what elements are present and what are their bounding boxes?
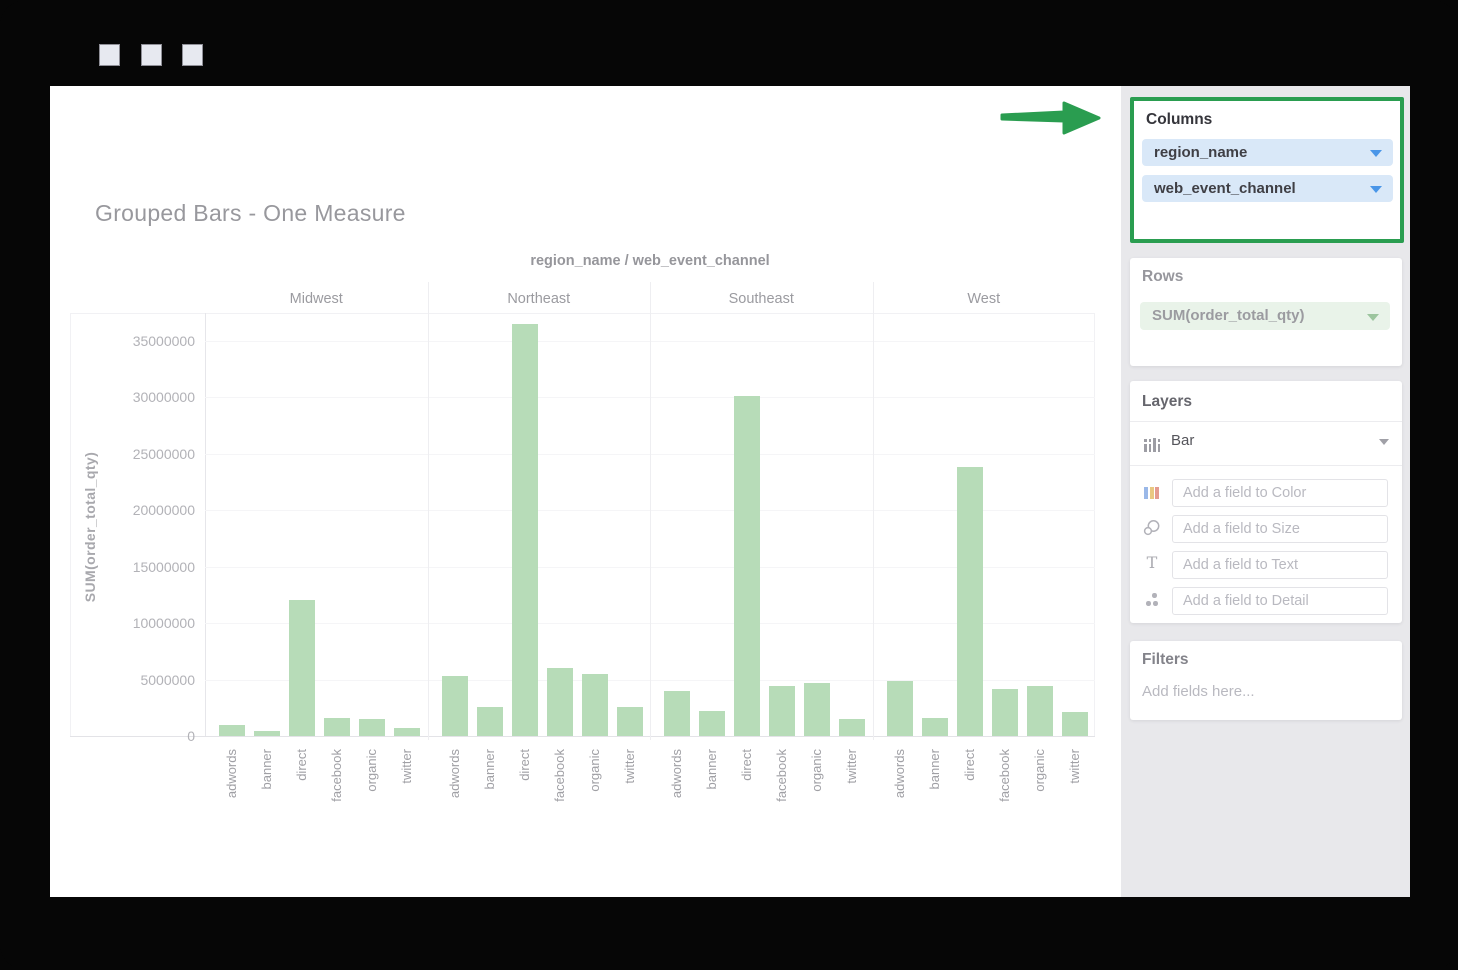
bar[interactable] — [1026, 686, 1053, 736]
add-field-to-text-input[interactable] — [1172, 551, 1388, 579]
facet-header: region_name / web_event_channel — [530, 253, 770, 269]
window-control-square-2[interactable] — [141, 44, 162, 66]
chevron-down-icon[interactable] — [1379, 439, 1389, 445]
bar[interactable] — [359, 719, 385, 736]
column-field-region-name[interactable]: region_name — [1142, 139, 1393, 166]
bar[interactable] — [546, 668, 573, 736]
bar[interactable] — [324, 717, 350, 736]
bar[interactable] — [1061, 712, 1088, 736]
bar[interactable] — [476, 706, 503, 736]
text-icon: T — [1146, 553, 1158, 572]
layer-type-label: Bar — [1171, 432, 1195, 449]
add-field-to-color-input[interactable] — [1172, 479, 1388, 507]
layer-type-row[interactable]: Bar — [1130, 422, 1402, 464]
bar[interactable] — [664, 690, 690, 736]
bar[interactable] — [699, 711, 725, 736]
field-pill-label: region_name — [1154, 144, 1248, 161]
filters-drop-hint[interactable]: Add fields here... — [1142, 683, 1255, 700]
chart-title: Grouped Bars - One Measure — [95, 200, 406, 226]
chevron-down-icon[interactable] — [1367, 314, 1379, 321]
rows-panel: Rows SUM(order_total_qty) — [1130, 258, 1402, 366]
bar[interactable] — [769, 686, 795, 736]
bar[interactable] — [219, 724, 245, 736]
bar[interactable] — [956, 467, 983, 736]
bar[interactable] — [616, 706, 643, 736]
divider — [1130, 465, 1402, 466]
columns-panel-title: Columns — [1146, 111, 1213, 128]
row-field-sum-order-total-qty[interactable]: SUM(order_total_qty) — [1140, 302, 1390, 330]
chevron-down-icon[interactable] — [1370, 186, 1382, 193]
x-axis-line — [70, 736, 1095, 737]
bar[interactable] — [581, 673, 608, 736]
bar[interactable] — [394, 728, 420, 736]
column-field-web-event-channel[interactable]: web_event_channel — [1142, 175, 1393, 202]
columns-panel: Columns region_name web_event_channel — [1130, 97, 1404, 243]
window-control-square-1[interactable] — [99, 44, 120, 66]
y-axis-title: SUM(order_total_qty) — [82, 451, 98, 603]
divider — [1130, 421, 1402, 422]
layers-panel: Layers Bar T — [1130, 381, 1402, 623]
color-bars-icon — [1143, 483, 1161, 501]
bar[interactable] — [804, 682, 830, 736]
bar[interactable] — [839, 719, 865, 736]
bar[interactable] — [289, 600, 315, 736]
detail-dots-icon — [1143, 591, 1161, 609]
add-field-to-detail-input[interactable] — [1172, 587, 1388, 615]
bar-chart-icon — [1143, 435, 1161, 453]
field-pill-label: SUM(order_total_qty) — [1152, 307, 1305, 324]
window-control-square-3[interactable] — [182, 44, 203, 66]
bar[interactable] — [921, 717, 948, 736]
size-circles-icon — [1143, 519, 1161, 537]
field-pill-label: web_event_channel — [1154, 180, 1296, 197]
bar[interactable] — [991, 688, 1018, 736]
filters-panel: Filters Add fields here... — [1130, 641, 1402, 720]
bar[interactable] — [734, 395, 760, 736]
add-field-to-size-input[interactable] — [1172, 515, 1388, 543]
annotation-arrow-icon — [1000, 101, 1101, 135]
rows-panel-title: Rows — [1142, 268, 1184, 285]
bar[interactable] — [886, 680, 913, 736]
bar[interactable] — [511, 323, 538, 736]
layers-panel-title: Layers — [1142, 393, 1192, 410]
filters-panel-title: Filters — [1142, 651, 1189, 668]
y-axis-line — [205, 313, 206, 737]
bar[interactable] — [254, 731, 280, 736]
bar[interactable] — [441, 676, 468, 736]
chevron-down-icon[interactable] — [1370, 150, 1382, 157]
